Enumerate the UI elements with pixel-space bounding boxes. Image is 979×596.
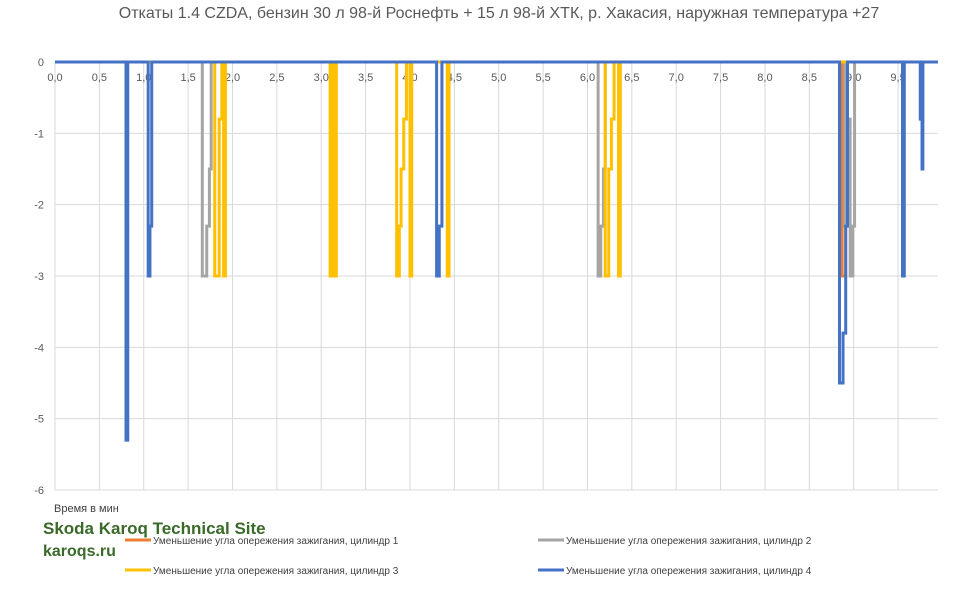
- y-tick-label: -1: [34, 128, 44, 140]
- x-tick-label: 3,0: [314, 72, 329, 84]
- x-tick-label: 2,5: [269, 72, 284, 84]
- legend-label: Уменьшение угла опережения зажигания, ци…: [566, 566, 812, 577]
- y-tick-label: -6: [34, 485, 44, 497]
- legend-label: Уменьшение угла опережения зажигания, ци…: [153, 566, 399, 577]
- series-line-cylinder-4: [55, 60, 938, 442]
- watermark-site-name: Skoda Karoq Technical Site: [43, 519, 266, 538]
- x-tick-label: 6,0: [580, 72, 595, 84]
- x-tick-label: 0,5: [92, 72, 107, 84]
- x-tick-label: 2,0: [225, 72, 240, 84]
- x-tick-label: 5,0: [491, 72, 506, 84]
- x-tick-label: 6,5: [624, 72, 639, 84]
- legend-label: Уменьшение угла опережения зажигания, ци…: [566, 536, 812, 547]
- x-tick-label: 3,5: [358, 72, 373, 84]
- y-tick-label: -3: [34, 271, 44, 283]
- x-axis-title: Время в мин: [54, 503, 119, 515]
- y-tick-label: 0: [38, 57, 44, 69]
- x-tick-label: 8,5: [802, 72, 817, 84]
- series-lines: [55, 60, 938, 442]
- x-tick-label: 7,0: [669, 72, 684, 84]
- x-tick-label: 5,5: [535, 72, 550, 84]
- legend-label: Уменьшение угла опережения зажигания, ци…: [153, 536, 399, 547]
- x-tick-label: 4,5: [447, 72, 462, 84]
- y-tick-label: -5: [34, 414, 44, 426]
- chart-title: Откаты 1.4 CZDA, бензин 30 л 98-й Роснеф…: [119, 5, 880, 22]
- x-tick-label: 0,0: [47, 72, 62, 84]
- legend: Уменьшение угла опережения зажигания, ци…: [125, 536, 812, 577]
- x-tick-label: 8,0: [757, 72, 772, 84]
- y-tick-label: -4: [34, 342, 44, 354]
- y-tick-labels: 0 -1 -2 -3 -4 -5 -6: [34, 57, 44, 497]
- x-tick-label: 7,5: [713, 72, 728, 84]
- x-tick-label: 1,5: [180, 72, 195, 84]
- series-line-cylinder-3: [55, 60, 938, 278]
- watermark-site-url: karoqs.ru: [43, 543, 116, 560]
- y-tick-label: -2: [34, 200, 44, 212]
